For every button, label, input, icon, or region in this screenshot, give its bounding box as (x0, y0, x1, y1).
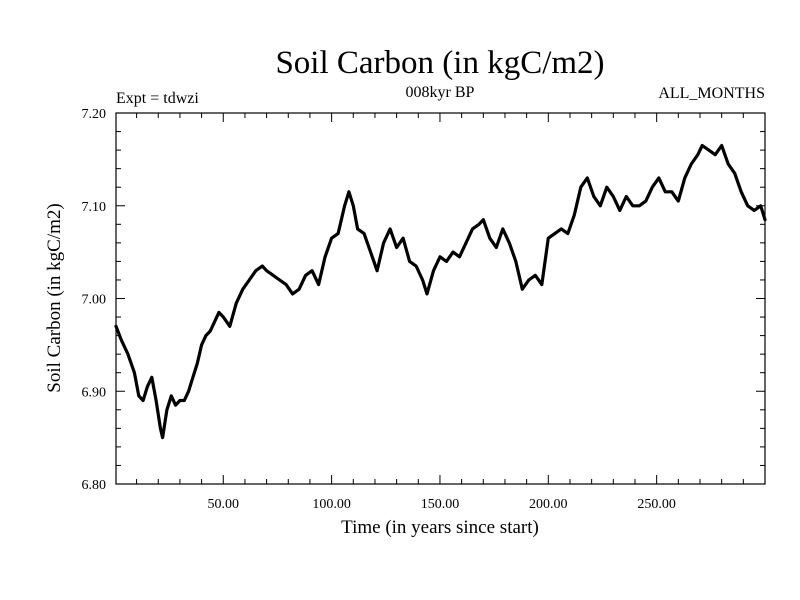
chart-subtitle: 008kyr BP (406, 84, 475, 101)
x-axis: 50.00 100.00 150.00 200.00 250.00 (208, 113, 676, 512)
x-tick-label: 200.00 (529, 497, 568, 512)
y-tick-label: 7.00 (82, 293, 107, 308)
plot-frame (115, 112, 766, 485)
x-tick-label: 250.00 (637, 497, 676, 512)
x-tick-label: 150.00 (421, 497, 460, 512)
y-tick-label: 6.80 (82, 478, 107, 493)
experiment-label: Expt = tdwzi (116, 90, 199, 107)
series-line (114, 143, 767, 440)
x-axis-label: Time (in years since start) (341, 517, 539, 538)
chart-title: Soil Carbon (in kgC/m2) (275, 45, 604, 81)
period-label: ALL_MONTHS (658, 85, 765, 102)
y-axis-label: Soil Carbon (in kgC/m2) (44, 203, 65, 392)
plot-area: 6.80 6.90 7.00 7.10 7.20 50.00 100.00 150.00 20… (82, 107, 767, 512)
y-tick-label: 7.20 (82, 107, 107, 122)
series-layer (114, 143, 767, 440)
x-tick-label: 100.00 (312, 497, 351, 512)
minor-ticks (116, 113, 765, 484)
x-tick-label: 50.00 (208, 497, 240, 512)
y-tick-label: 7.10 (82, 200, 107, 215)
y-axis: 6.80 6.90 7.00 7.10 7.20 (82, 107, 765, 493)
y-tick-label: 6.90 (82, 385, 107, 400)
